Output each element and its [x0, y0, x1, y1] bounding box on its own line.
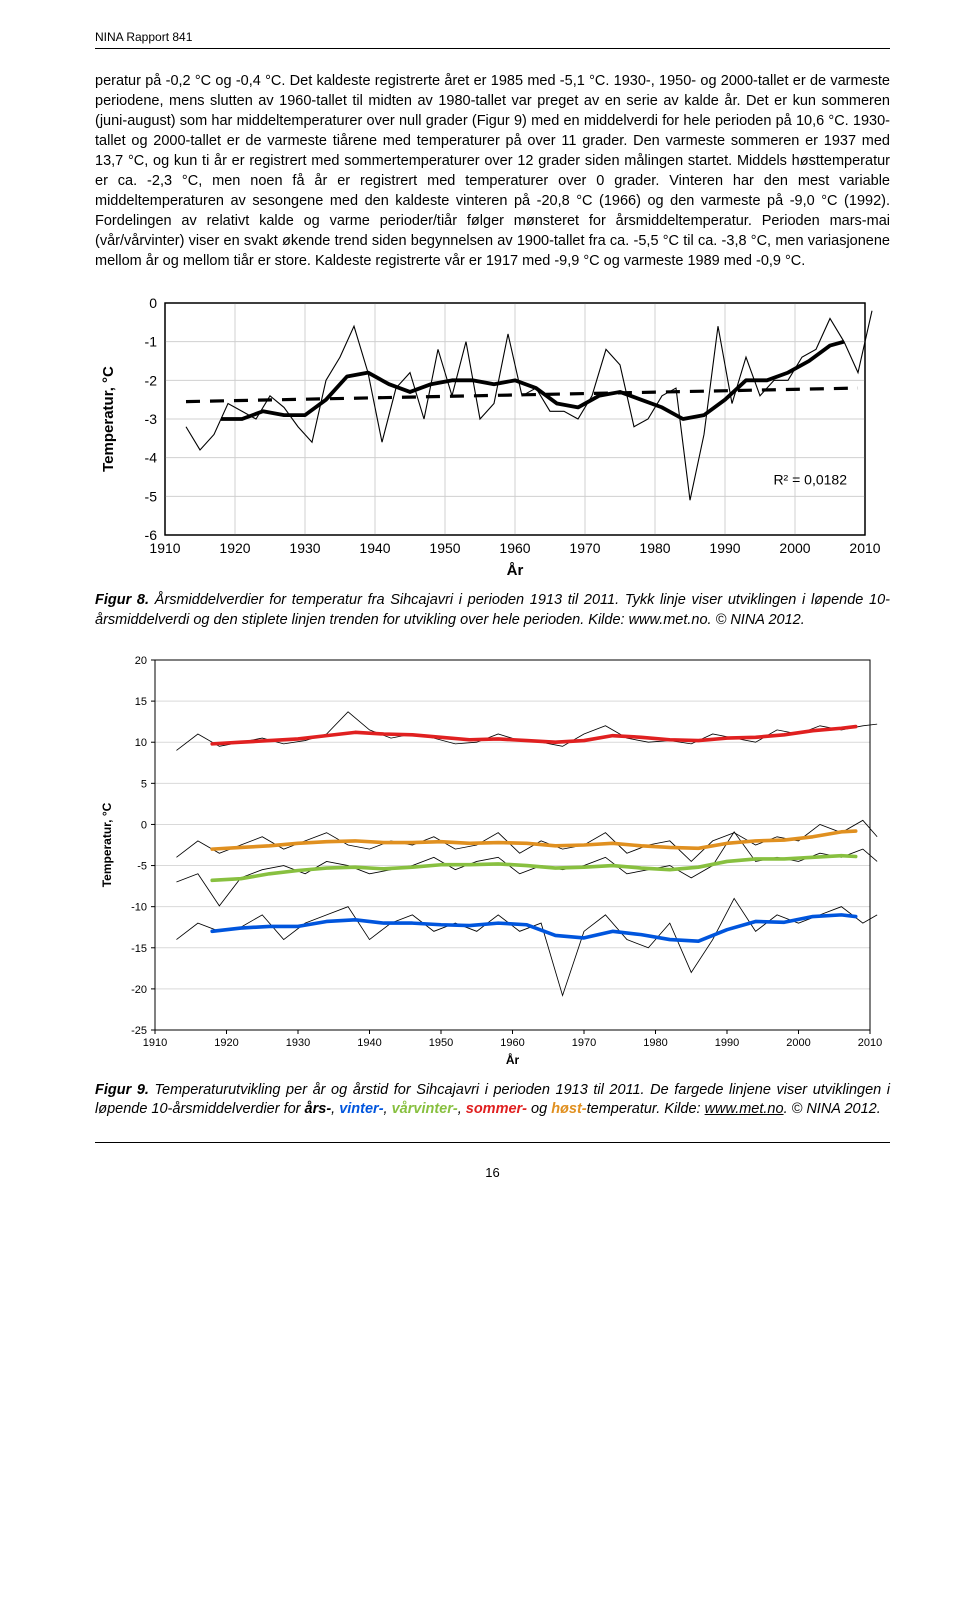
svg-text:-25: -25 — [131, 1025, 147, 1037]
svg-text:-1: -1 — [145, 334, 158, 350]
svg-text:1970: 1970 — [569, 540, 600, 556]
svg-text:1940: 1940 — [357, 1037, 381, 1049]
svg-text:-5: -5 — [145, 488, 158, 504]
svg-text:1980: 1980 — [643, 1037, 667, 1049]
svg-text:1910: 1910 — [149, 540, 180, 556]
svg-text:2000: 2000 — [779, 540, 810, 556]
svg-text:10: 10 — [135, 737, 147, 749]
figure-9-caption: Figur 9. Temperaturutvikling per år og å… — [95, 1081, 890, 1120]
svg-text:-20: -20 — [131, 984, 147, 996]
svg-text:2010: 2010 — [849, 540, 880, 556]
page-number: 16 — [95, 1165, 890, 1180]
svg-text:0: 0 — [141, 819, 147, 831]
svg-text:1960: 1960 — [500, 1037, 524, 1049]
svg-text:-5: -5 — [137, 860, 147, 872]
svg-text:1930: 1930 — [286, 1037, 310, 1049]
svg-text:-3: -3 — [145, 411, 158, 427]
foot-rule — [95, 1142, 890, 1143]
figure-9: 20 15 10 5 0 -5 -10 -15 -20 -251910 1920 1930 1940 19… — [95, 645, 890, 1120]
figure-8-caption-text: Årsmiddelverdier for temperatur fra Sihc… — [95, 592, 890, 628]
body-paragraph: peratur på -0,2 °C og -0,4 °C. Det kalde… — [95, 71, 890, 271]
svg-text:År: År — [507, 562, 524, 579]
svg-text:1950: 1950 — [429, 540, 460, 556]
svg-text:1990: 1990 — [715, 1037, 739, 1049]
svg-text:-2: -2 — [145, 372, 158, 388]
svg-text:1980: 1980 — [639, 540, 670, 556]
figure-8-caption: Figur 8. Årsmiddelverdier for temperatur… — [95, 591, 890, 630]
running-head: NINA Rapport 841 — [95, 30, 890, 44]
svg-text:2000: 2000 — [786, 1037, 810, 1049]
svg-text:1920: 1920 — [214, 1037, 238, 1049]
svg-text:1930: 1930 — [289, 540, 320, 556]
svg-text:1940: 1940 — [359, 540, 390, 556]
head-rule — [95, 48, 890, 49]
svg-text:2010: 2010 — [858, 1037, 882, 1049]
svg-text:Temperatur, °C: Temperatur, °C — [100, 802, 114, 887]
svg-text:1990: 1990 — [709, 540, 740, 556]
svg-text:1970: 1970 — [572, 1037, 596, 1049]
svg-text:0: 0 — [149, 295, 157, 311]
svg-text:R² = 0,0182: R² = 0,0182 — [773, 472, 847, 488]
figure-8: 0-1-2-3-4-5-6191019201930194019501960197… — [95, 285, 890, 630]
svg-text:1960: 1960 — [499, 540, 530, 556]
svg-text:-15: -15 — [131, 942, 147, 954]
svg-text:20: 20 — [135, 655, 147, 667]
figure-9-chart: 20 15 10 5 0 -5 -10 -15 -20 -251910 1920 1930 1940 19… — [95, 645, 885, 1075]
svg-text:År: År — [506, 1052, 520, 1067]
svg-text:15: 15 — [135, 696, 147, 708]
figure-8-chart: 0-1-2-3-4-5-6191019201930194019501960197… — [95, 285, 885, 585]
svg-text:-4: -4 — [145, 450, 158, 466]
svg-text:1950: 1950 — [429, 1037, 453, 1049]
svg-text:1910: 1910 — [143, 1037, 167, 1049]
figure-8-label: Figur 8. — [95, 592, 149, 608]
svg-text:-10: -10 — [131, 901, 147, 913]
svg-text:Temperatur, °C: Temperatur, °C — [100, 366, 117, 472]
svg-text:5: 5 — [141, 778, 147, 790]
figure-9-label: Figur 9. — [95, 1082, 149, 1098]
svg-text:1920: 1920 — [219, 540, 250, 556]
